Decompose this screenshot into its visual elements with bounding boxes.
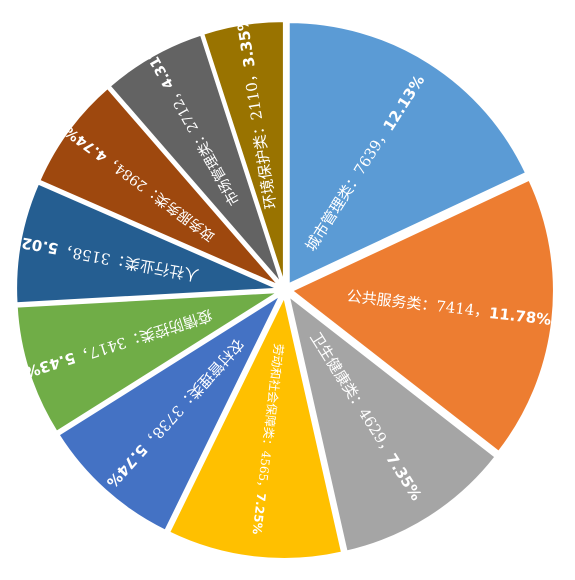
- pie-slice-2: [290, 178, 555, 454]
- pie-slice-1: [287, 21, 528, 286]
- pie-label-percent: 7.25%: [250, 492, 269, 535]
- pie-slice-3: [287, 293, 497, 553]
- pie-slice-5: [57, 292, 283, 532]
- pie-slice-7: [15, 182, 279, 305]
- pie-slice-9: [108, 33, 283, 285]
- pie-slice-8: [38, 86, 281, 287]
- pie-slice-4: [167, 293, 344, 560]
- pie-slice-10: [201, 20, 285, 284]
- pie-slice-6: [15, 290, 283, 434]
- pie-slices: [15, 20, 555, 560]
